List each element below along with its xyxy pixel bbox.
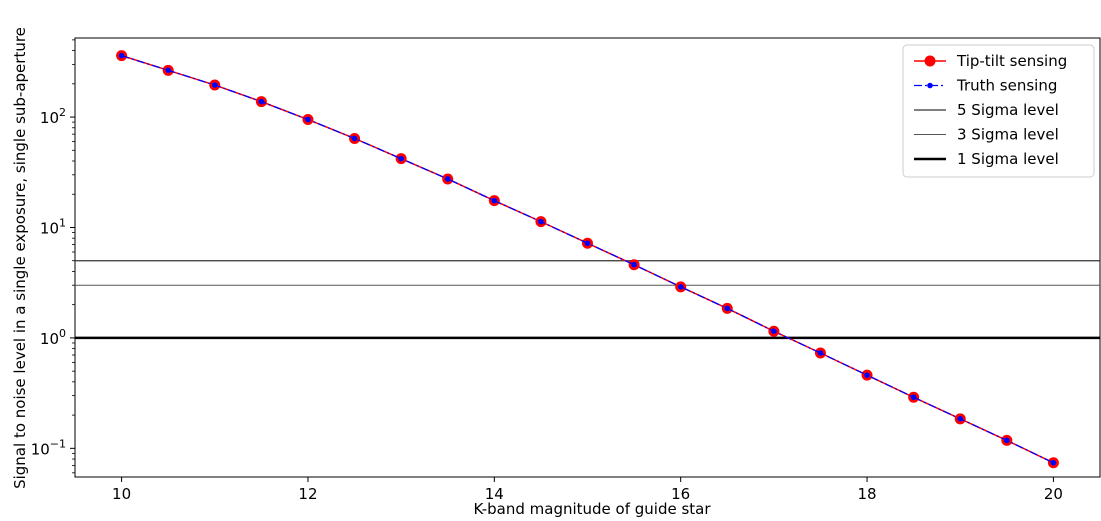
truth-point xyxy=(491,197,498,204)
truth-point xyxy=(444,176,451,182)
legend-label: Tip-tilt sensing xyxy=(956,52,1067,70)
plot-frame xyxy=(74,37,1101,478)
truth-point xyxy=(351,135,358,142)
x-tick-label: 20 xyxy=(1044,485,1063,503)
y-tick-label: 100 xyxy=(40,327,66,348)
x-tick-label: 16 xyxy=(671,485,690,503)
truth-point xyxy=(631,261,637,268)
y-tick-label: 102 xyxy=(40,106,66,127)
sigma-lines xyxy=(75,260,1100,340)
legend-label: 5 Sigma level xyxy=(957,101,1059,119)
truth-point xyxy=(771,328,777,335)
x-tick-label: 14 xyxy=(485,485,504,503)
truth-point xyxy=(1050,459,1057,466)
truth-point xyxy=(817,350,824,356)
truth-point xyxy=(165,67,171,74)
y-tick-label: 101 xyxy=(40,216,66,237)
truth-point xyxy=(677,284,684,290)
truth-point xyxy=(584,240,591,247)
truth-point xyxy=(724,305,731,312)
axes xyxy=(74,37,1101,478)
y-axis-label: Signal to noise level in a single exposu… xyxy=(11,27,29,489)
y-tick-label: 10−1 xyxy=(31,437,66,458)
x-tick-label: 10 xyxy=(112,485,131,503)
legend-label: 1 Sigma level xyxy=(957,150,1059,168)
truth-point xyxy=(1004,437,1010,444)
series-layer xyxy=(116,50,1059,469)
truth-point xyxy=(258,98,265,105)
truth-point xyxy=(211,82,218,88)
legend-marker-tip-tilt xyxy=(924,55,936,67)
truth-point xyxy=(538,218,544,225)
truth-point xyxy=(398,155,404,162)
x-tick-label: 12 xyxy=(298,485,317,503)
legend-label: Truth sensing xyxy=(956,77,1057,95)
legend-label: 3 Sigma level xyxy=(957,126,1059,144)
legend-box xyxy=(902,44,1095,178)
legend-marker-truth xyxy=(927,82,933,89)
truth-point xyxy=(910,394,917,401)
x-tick-label: 18 xyxy=(857,485,876,503)
truth-point xyxy=(957,416,964,422)
legend: Tip-tilt sensing Truth sensing 5 Sigma lev… xyxy=(902,44,1095,178)
ticks: 10 12 14 16 18 20 10−1 100 101 102 xyxy=(31,39,1063,503)
truth-point xyxy=(118,52,125,59)
truth-point xyxy=(305,116,311,123)
truth-point xyxy=(864,372,870,378)
x-axis-label: K-band magnitude of guide star xyxy=(473,500,711,518)
